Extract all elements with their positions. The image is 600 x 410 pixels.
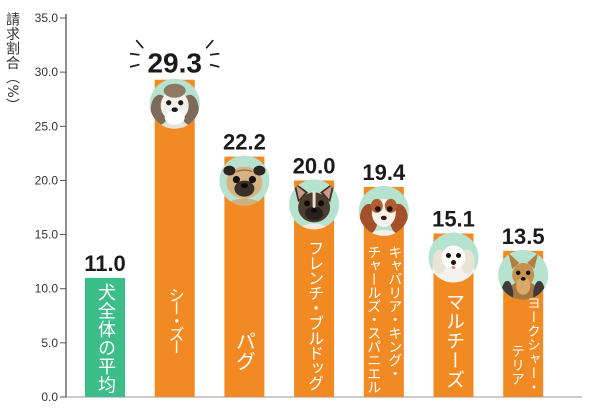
emphasis-mark (209, 52, 220, 56)
value-label: 20.0 (293, 153, 336, 178)
y-tick-label: 35.0 (35, 11, 59, 25)
dog-eye (166, 100, 172, 106)
emphasis-mark (135, 39, 144, 49)
dog-beard (164, 110, 185, 125)
dog-eye (456, 252, 461, 258)
dog-eye (232, 176, 240, 184)
value-label: 19.4 (362, 160, 406, 185)
y-tick-label: 10.0 (35, 282, 59, 296)
emphasis-mark (209, 63, 220, 68)
dog-eye (446, 252, 451, 258)
y-axis-title: 請求割合（%） (4, 12, 20, 113)
dog-muzzle (234, 180, 255, 197)
value-label: 15.1 (432, 206, 475, 231)
y-tick-label: 20.0 (35, 173, 59, 187)
dog-eye (387, 206, 393, 212)
french-bulldog-photo (289, 179, 340, 230)
emphasis-mark (205, 39, 214, 49)
dog-topknot (163, 83, 186, 98)
value-label: 22.2 (223, 130, 266, 155)
dog-nose (310, 208, 318, 213)
dog-ear (253, 165, 266, 176)
dog-eye (526, 270, 531, 276)
dog-nose (451, 259, 456, 265)
dog-nose (240, 183, 248, 189)
y-tick-label: 30.0 (35, 65, 59, 79)
emphasis-mark (129, 52, 140, 56)
dog-beard (516, 276, 531, 295)
photo-content (432, 245, 475, 283)
dog-ear (527, 252, 539, 269)
emphasis-mark (129, 63, 140, 68)
y-tick-label: 5.0 (41, 336, 58, 350)
dog-eye (304, 200, 311, 207)
dog-wrinkle (236, 169, 253, 173)
dog-eye (516, 270, 521, 276)
dog-face (441, 245, 466, 270)
dog-tongue (451, 265, 456, 269)
value-label: 11.0 (84, 251, 126, 276)
y-tick-label: 0.0 (41, 390, 58, 404)
dog-eye (178, 100, 184, 106)
maltese-photo (428, 232, 479, 283)
dog-eye (248, 176, 256, 184)
bar-shih-tzu (154, 79, 195, 398)
dog-muzzle (305, 206, 324, 221)
dog-ear (223, 165, 236, 176)
dog-ear (508, 252, 520, 269)
value-label: 13.5 (502, 224, 545, 249)
value-label: 29.3 (147, 48, 202, 79)
dog-body (506, 280, 541, 300)
bar-average (85, 277, 125, 397)
dog-nose (520, 277, 526, 281)
dog-nose (171, 107, 178, 113)
photo-content (293, 181, 336, 230)
dog-inner-ear (323, 185, 333, 200)
y-tick-label: 15.0 (35, 228, 59, 242)
dog-inner-ear (296, 185, 306, 200)
dog-nose (380, 215, 387, 221)
y-tick-label: 25.0 (35, 119, 59, 133)
dog-eye (375, 206, 381, 212)
dog-eye (318, 200, 325, 207)
